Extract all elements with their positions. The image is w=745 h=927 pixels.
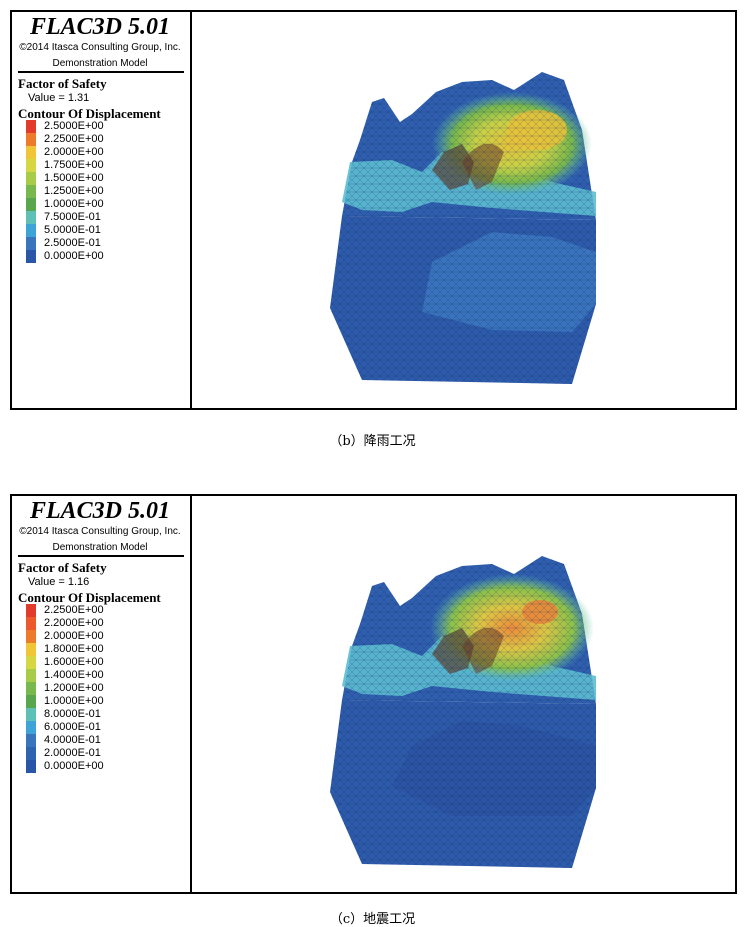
legend-label: 0.0000E+00 [44,250,104,262]
legend-panel: FLAC3D 5.01 ©2014 Itasca Consulting Grou… [12,496,192,892]
legend-label: 7.5000E-01 [44,211,101,223]
legend-swatch [26,185,36,198]
legend-label: 2.2500E+00 [44,604,104,616]
legend-label: 2.5000E-01 [44,237,101,249]
legend-label: 2.0000E-01 [44,747,101,759]
copyright-text: ©2014 Itasca Consulting Group, Inc. [19,42,181,53]
legend-label: 1.4000E+00 [44,669,104,681]
legend-swatch [26,198,36,211]
legend-swatch [26,695,36,708]
divider [18,71,184,73]
legend-swatch [26,604,36,617]
fos-value: Value = 1.16 [28,576,90,588]
legend-label: 1.6000E+00 [44,656,104,668]
legend-swatch [26,250,36,263]
legend-swatch [26,630,36,643]
legend-label: 2.0000E+00 [44,146,104,158]
divider [18,555,184,557]
contour-title: Contour Of Displacement [18,106,161,121]
legend-swatch [26,172,36,185]
displacement-contour-plot [330,556,596,868]
model-figure-c: FLAC3D 5.01 ©2014 Itasca Consulting Grou… [10,494,737,894]
model-figure-b: FLAC3D 5.01 ©2014 Itasca Consulting Grou… [10,10,737,410]
legend-swatch [26,747,36,760]
legend-swatch [26,133,36,146]
legend-label: 1.2000E+00 [44,682,104,694]
legend-panel: FLAC3D 5.01 ©2014 Itasca Consulting Grou… [12,12,192,408]
legend-swatch [26,159,36,172]
legend-swatch [26,120,36,133]
legend-label: 8.0000E-01 [44,708,101,720]
legend-swatch [26,721,36,734]
caption-b: （b）降雨工况 [329,434,416,449]
copyright-text: ©2014 Itasca Consulting Group, Inc. [19,526,181,537]
model-name: Demonstration Model [52,58,148,69]
legend-swatch [26,708,36,721]
legend-swatch [26,682,36,695]
legend-label: 2.2000E+00 [44,617,104,629]
legend-swatch [26,224,36,237]
legend-swatch [26,734,36,747]
legend-swatch [26,656,36,669]
fos-value: Value = 1.31 [28,92,90,104]
legend-label: 6.0000E-01 [44,721,101,733]
fos-title: Factor of Safety [18,76,107,91]
legend-label: 1.0000E+00 [44,695,104,707]
caption-c: （c）地震工况 [329,912,416,927]
legend-swatch [26,669,36,682]
legend-label: 1.2500E+00 [44,185,104,197]
model-view [192,496,735,892]
legend-label: 5.0000E-01 [44,224,101,236]
legend-label: 4.0000E-01 [44,734,101,746]
app-title: FLAC3D 5.01 [29,498,170,524]
legend-swatch [26,211,36,224]
legend-swatch [26,617,36,630]
legend-label: 1.5000E+00 [44,172,104,184]
legend-swatch [26,643,36,656]
legend-label: 0.0000E+00 [44,760,104,772]
contour-title: Contour Of Displacement [18,590,161,605]
model-name: Demonstration Model [52,542,148,553]
model-view [192,12,735,408]
legend-swatch [26,146,36,159]
legend-label: 2.2500E+00 [44,133,104,145]
app-title: FLAC3D 5.01 [29,14,170,40]
fos-title: Factor of Safety [18,560,107,575]
legend-label: 2.5000E+00 [44,120,104,132]
displacement-contour-plot [330,72,596,384]
legend-swatch [26,237,36,250]
legend-label: 2.0000E+00 [44,630,104,642]
legend-label: 1.7500E+00 [44,159,104,171]
legend-label: 1.8000E+00 [44,643,104,655]
legend-label: 1.0000E+00 [44,198,104,210]
legend-swatch [26,760,36,773]
